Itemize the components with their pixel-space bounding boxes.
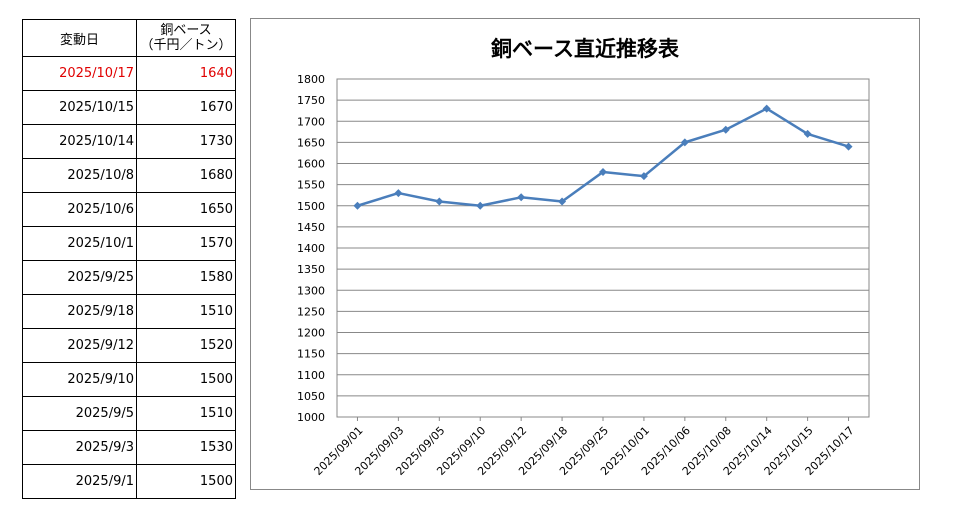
table-row: 2025/10/6 1650 — [22, 192, 236, 227]
table-row: 2025/9/5 1510 — [22, 396, 236, 431]
y-tick-label: 1750 — [297, 94, 325, 107]
y-tick-label: 1800 — [297, 73, 325, 86]
table-header-row: 変動日 銅ベース （千円／トン） — [22, 19, 236, 57]
data-point — [639, 172, 648, 181]
header-price-line1: 銅ベース — [160, 23, 212, 38]
line-chart: 1000 1050 1100 1150 1200 1250 1300 1350 1400 1450… — [297, 73, 870, 478]
data-point — [476, 201, 485, 210]
row-date: 2025/9/5 — [22, 396, 137, 431]
row-date: 2025/10/6 — [22, 192, 137, 227]
chart-panel: 銅ベース直近推移表 1000 1050 1100 1150 1200 1250 1300 13… — [250, 18, 920, 490]
row-price: 1500 — [136, 464, 236, 499]
data-point — [680, 138, 689, 147]
series-line — [357, 107, 849, 207]
row-date: 2025/10/15 — [22, 90, 137, 125]
row-date: 2025/10/17 — [22, 56, 137, 91]
table-row: 2025/10/14 1730 — [22, 124, 236, 159]
row-date: 2025/9/3 — [22, 430, 137, 465]
table-row: 2025/10/1 1570 — [22, 226, 236, 261]
table-row: 2025/9/12 1520 — [22, 328, 236, 363]
data-point — [803, 129, 812, 138]
y-tick-label: 1550 — [297, 179, 325, 192]
row-price: 1510 — [136, 294, 236, 329]
y-tick-label: 1200 — [297, 327, 325, 340]
row-price: 1530 — [136, 430, 236, 465]
y-tick-label: 1100 — [297, 369, 325, 382]
y-tick-label: 1650 — [297, 136, 325, 149]
y-tick-label: 1700 — [297, 115, 325, 128]
row-date: 2025/9/1 — [22, 464, 137, 499]
data-point — [721, 125, 730, 134]
y-tick-label: 1500 — [297, 200, 325, 213]
row-price: 1520 — [136, 328, 236, 363]
row-price: 1680 — [136, 158, 236, 193]
table-row: 2025/10/17 1640 — [22, 56, 236, 91]
y-tick-label: 1600 — [297, 158, 325, 171]
table-row: 2025/9/25 1580 — [22, 260, 236, 295]
data-point — [517, 193, 526, 202]
data-point — [558, 197, 567, 206]
header-date: 変動日 — [22, 19, 137, 57]
row-date: 2025/10/14 — [22, 124, 137, 159]
table-row: 2025/9/1 1500 — [22, 464, 236, 499]
row-date: 2025/9/12 — [22, 328, 137, 363]
row-price: 1570 — [136, 226, 236, 261]
y-tick-label: 1150 — [297, 348, 325, 361]
row-date: 2025/9/10 — [22, 362, 137, 397]
table-row: 2025/9/10 1500 — [22, 362, 236, 397]
table-row: 2025/10/15 1670 — [22, 90, 236, 125]
y-tick-label: 1450 — [297, 221, 325, 234]
row-date: 2025/9/18 — [22, 294, 137, 329]
header-price-line2: （千円／トン） — [140, 38, 232, 53]
data-point — [353, 201, 362, 210]
data-point — [599, 167, 607, 176]
y-tick-label: 1300 — [297, 284, 325, 297]
row-date: 2025/10/1 — [22, 226, 137, 261]
y-tick-label: 1400 — [297, 242, 325, 255]
table-row: 2025/10/8 1680 — [22, 158, 236, 193]
y-tick-label: 1050 — [297, 390, 325, 403]
data-point — [844, 142, 853, 151]
data-point — [762, 104, 771, 113]
row-price: 1580 — [136, 260, 236, 295]
row-price: 1730 — [136, 124, 236, 159]
row-date: 2025/9/25 — [22, 260, 137, 295]
chart-title: 銅ベース直近推移表 — [491, 37, 679, 61]
data-point — [435, 197, 444, 206]
header-price: 銅ベース （千円／トン） — [136, 19, 236, 57]
y-tick-label: 1350 — [297, 263, 325, 276]
row-price: 1670 — [136, 90, 236, 125]
price-table: 変動日 銅ベース （千円／トン） 2025/10/17 1640 2025/10/1… — [22, 19, 236, 499]
table-row: 2025/9/18 1510 — [22, 294, 236, 329]
y-tick-label: 1250 — [297, 305, 325, 318]
data-point — [394, 189, 403, 198]
row-price: 1510 — [136, 396, 236, 431]
row-price: 1640 — [136, 56, 236, 91]
row-date: 2025/10/8 — [22, 158, 137, 193]
table-row: 2025/9/3 1530 — [22, 430, 236, 465]
row-price: 1650 — [136, 192, 236, 227]
row-price: 1500 — [136, 362, 236, 397]
y-tick-label: 1000 — [297, 411, 325, 424]
